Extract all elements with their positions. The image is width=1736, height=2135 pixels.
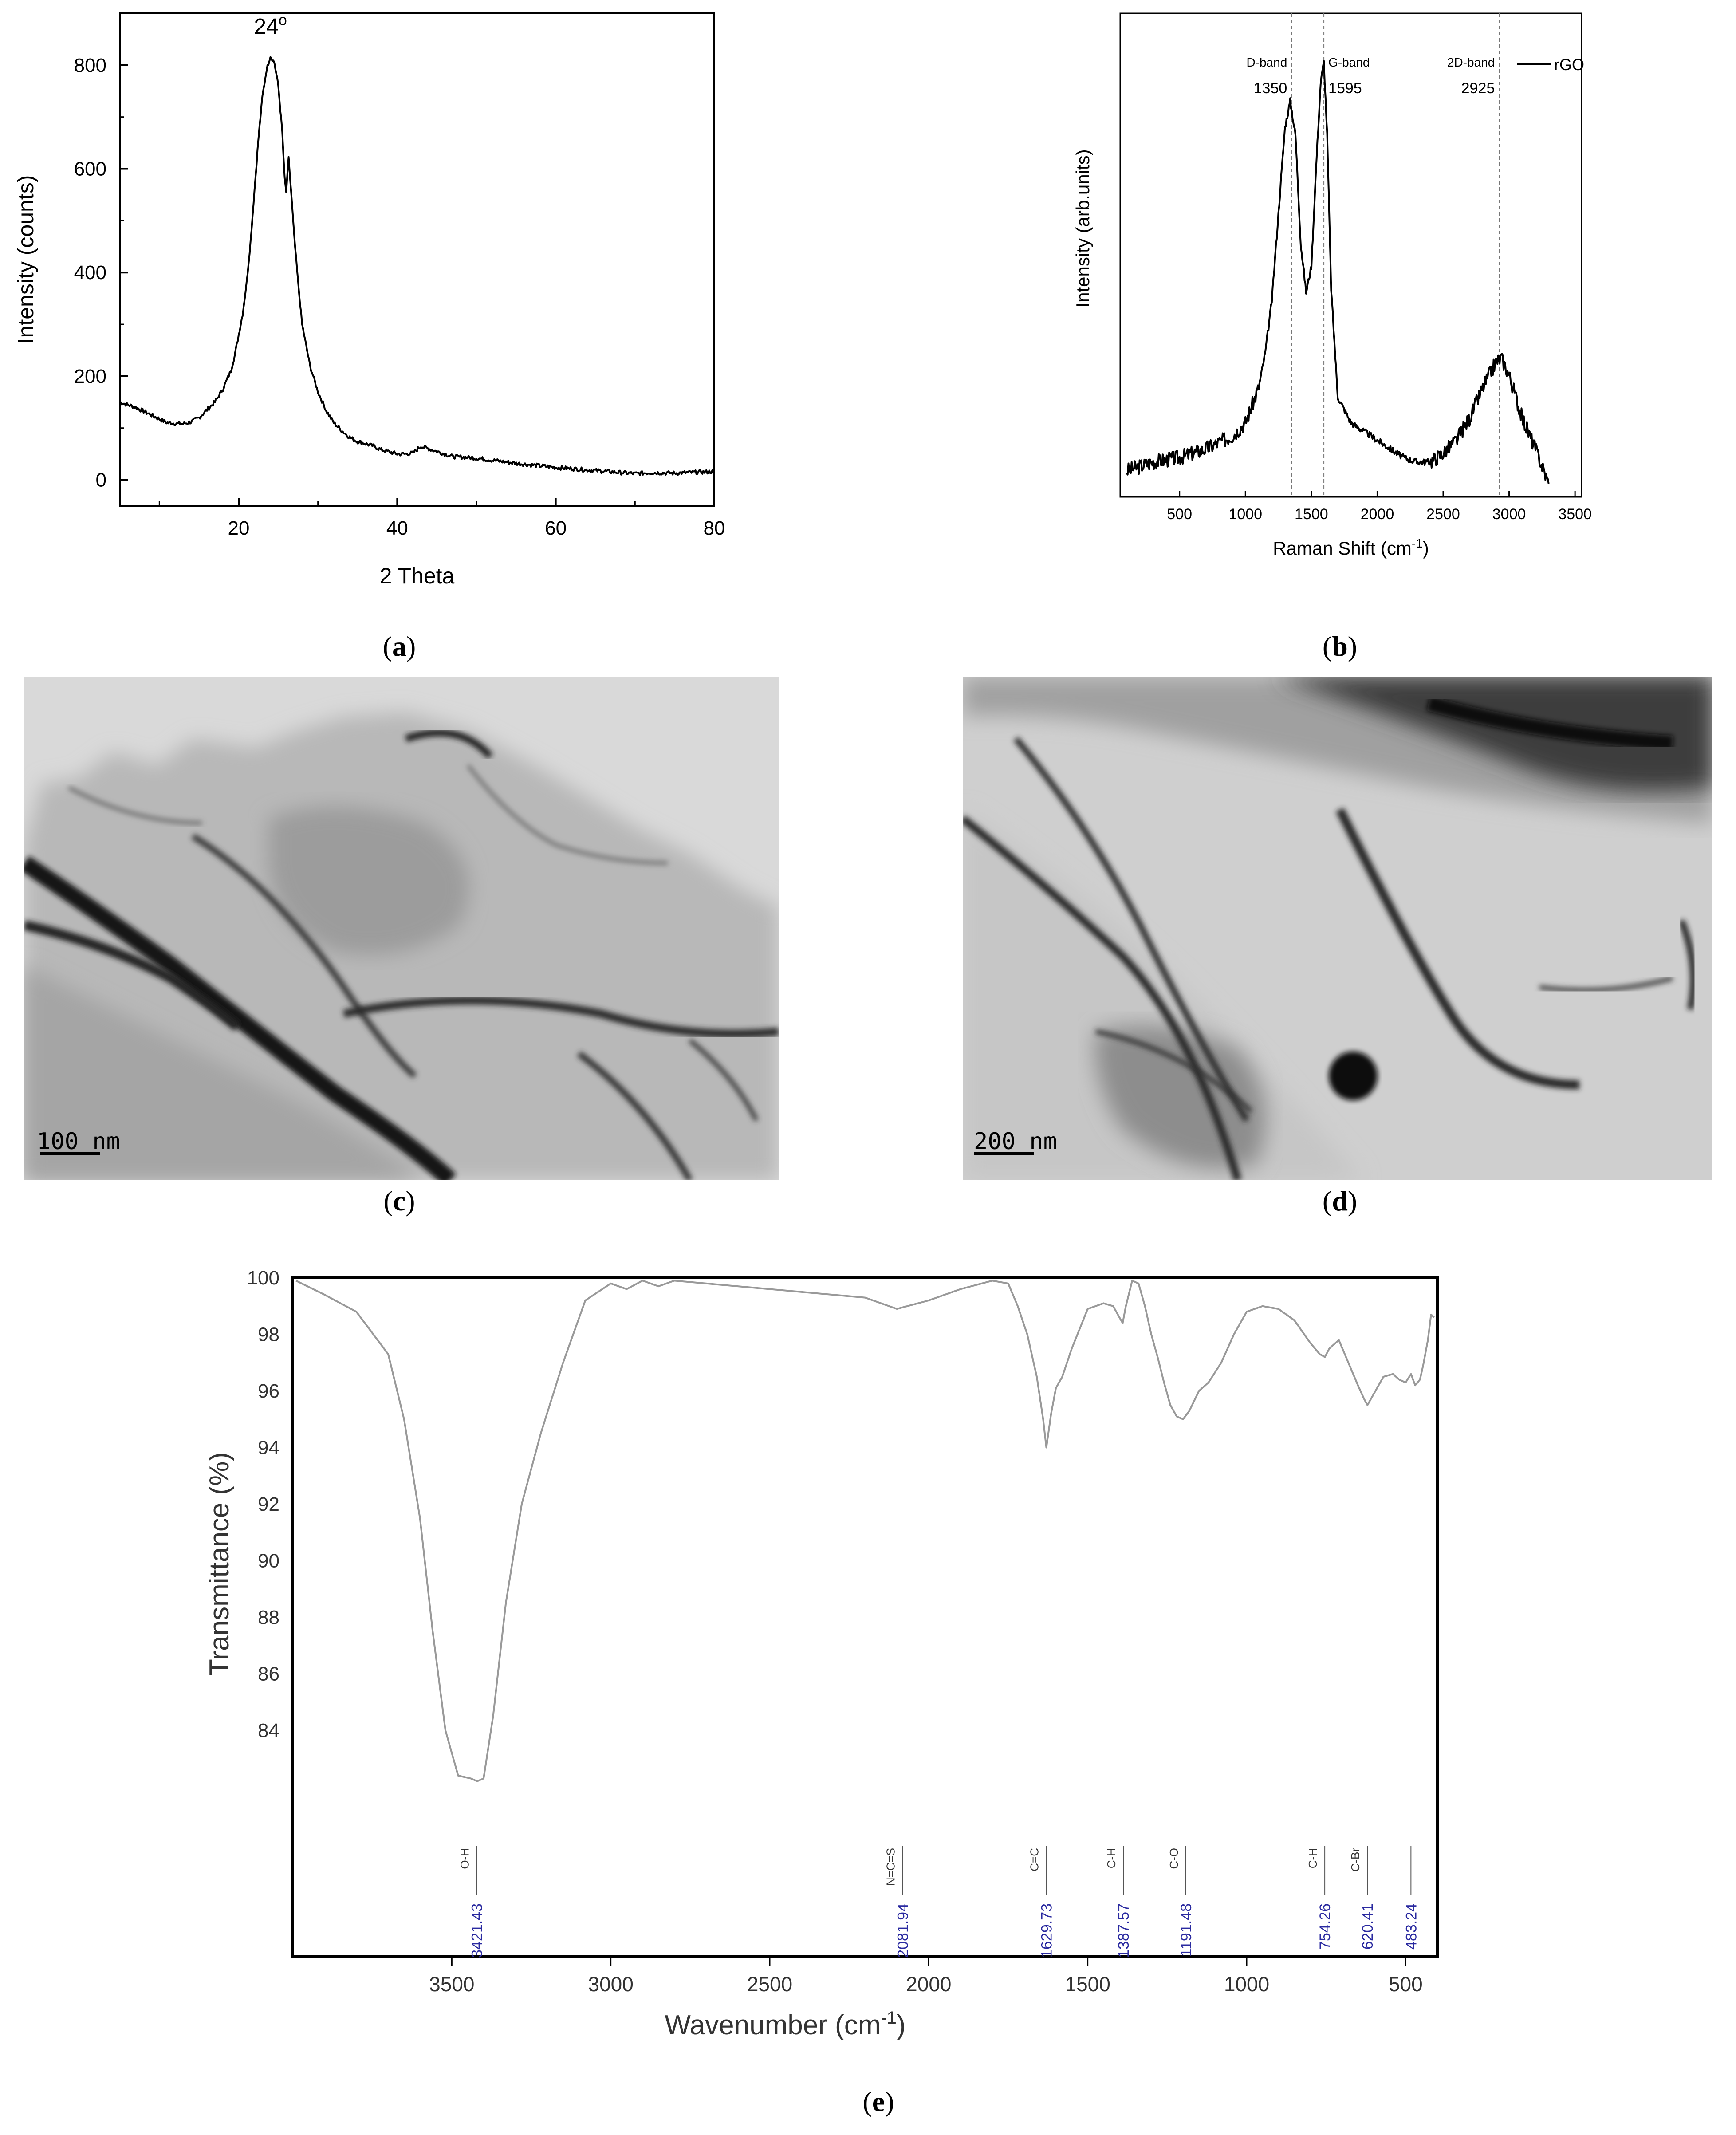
x-tick-label: 2000 bbox=[1361, 506, 1394, 523]
x-tick-label: 1500 bbox=[1295, 506, 1328, 523]
plot-frame bbox=[291, 1276, 1439, 1958]
x-axis-label: 2 Theta bbox=[380, 563, 455, 588]
y-tick-label: 96 bbox=[258, 1380, 279, 1402]
peak-value-label: 483.24 bbox=[1403, 1903, 1420, 1950]
peak-value-label: 1191.48 bbox=[1178, 1903, 1195, 1957]
peak-group-label: C-O bbox=[1167, 1848, 1181, 1869]
y-tick-label: 90 bbox=[258, 1550, 279, 1572]
xrd-series-line bbox=[119, 56, 715, 477]
peak-group-label: N=C=S bbox=[884, 1848, 898, 1886]
band-value-label: 1595 bbox=[1328, 80, 1362, 97]
x-tick-label: 20 bbox=[228, 517, 250, 539]
ftir-series-line bbox=[295, 1280, 1435, 1782]
x-tick-label: 500 bbox=[1389, 1973, 1423, 1996]
peak-group-label: C=C bbox=[1028, 1848, 1041, 1871]
y-tick-label: 92 bbox=[258, 1493, 279, 1515]
panel-label-d: (d) bbox=[1322, 1185, 1358, 1217]
panel-label-c: (c) bbox=[383, 1185, 415, 1217]
x-tick-label: 2000 bbox=[906, 1973, 951, 1996]
raman-series-line bbox=[1126, 60, 1550, 484]
x-tick-label: 3000 bbox=[1492, 506, 1526, 523]
y-tick-label: 88 bbox=[258, 1607, 279, 1628]
y-tick-label: 98 bbox=[258, 1324, 279, 1346]
band-name-label: G-band bbox=[1328, 55, 1370, 69]
x-tick-label: 80 bbox=[704, 517, 725, 539]
plot-frame bbox=[1119, 12, 1582, 498]
x-tick-label: 2500 bbox=[747, 1973, 792, 1996]
x-tick-label: 40 bbox=[386, 517, 408, 539]
x-tick-label: 1500 bbox=[1065, 1973, 1110, 1996]
y-tick-label: 94 bbox=[258, 1437, 279, 1459]
y-tick-label: 800 bbox=[74, 55, 106, 76]
legend-label: rGO bbox=[1554, 55, 1584, 74]
x-tick-label: 500 bbox=[1167, 506, 1192, 523]
y-axis-label: Transmittance (%) bbox=[204, 1452, 235, 1676]
x-tick-label: 2500 bbox=[1426, 506, 1460, 523]
scale-bar-d bbox=[974, 1152, 1034, 1155]
y-tick-label: 86 bbox=[258, 1663, 279, 1685]
y-tick-label: 600 bbox=[74, 158, 106, 180]
band-value-label: 2925 bbox=[1461, 80, 1495, 97]
y-tick-label: 0 bbox=[96, 469, 106, 491]
peak-value-label: 1387.57 bbox=[1115, 1903, 1132, 1958]
raman-chart: 500 1000 1500 2000 2500 3000 3500 Raman Shift (… bbox=[1072, 12, 1592, 559]
peak-value-label: 620.41 bbox=[1359, 1903, 1376, 1950]
y-tick-label: 100 bbox=[247, 1267, 279, 1289]
ftir-chart: 3500 3000 2500 2000 1500 1000 500 84 86 88 90 92 94 9… bbox=[204, 1267, 1439, 2040]
y-axis-label: Intensity (arb.units) bbox=[1072, 149, 1093, 307]
scale-label-d: 200 nm bbox=[974, 1128, 1057, 1155]
peak-group-label: C-H bbox=[1306, 1848, 1319, 1868]
panel-label-e: (e) bbox=[862, 2086, 894, 2117]
tem-image-d: 200 nm bbox=[963, 677, 1712, 1180]
y-tick-label: 400 bbox=[74, 262, 106, 284]
panel-label-a: (a) bbox=[382, 630, 416, 662]
x-tick-label: 3500 bbox=[1558, 506, 1592, 523]
scale-label-c: 100 nm bbox=[37, 1128, 120, 1155]
x-tick-label: 1000 bbox=[1224, 1973, 1269, 1996]
y-tick-label: 84 bbox=[258, 1720, 279, 1741]
x-axis-label: Raman Shift (cm-1) bbox=[1273, 536, 1429, 559]
plot-frame bbox=[119, 12, 715, 507]
scale-bar-c bbox=[40, 1152, 100, 1155]
x-tick-label: 3500 bbox=[429, 1973, 474, 1996]
x-tick-label: 3000 bbox=[588, 1973, 633, 1996]
peak-value-label: 1629.73 bbox=[1039, 1903, 1055, 1958]
y-tick-label: 200 bbox=[74, 366, 106, 387]
peak-value-label: 754.26 bbox=[1317, 1903, 1334, 1950]
band-name-label: D-band bbox=[1246, 55, 1287, 69]
peak-group-label: C-Br bbox=[1349, 1848, 1362, 1872]
peak-annotation: 24o bbox=[254, 12, 287, 39]
peak-value-label: 2081.94 bbox=[895, 1903, 912, 1958]
peak-value-label: 3421.43 bbox=[469, 1903, 486, 1958]
peak-group-label: O-H bbox=[458, 1848, 472, 1869]
band-name-label: 2D-band bbox=[1447, 55, 1495, 69]
x-tick-label: 60 bbox=[545, 517, 567, 539]
x-tick-label: 1000 bbox=[1228, 506, 1262, 523]
band-value-label: 1350 bbox=[1254, 80, 1287, 97]
tem-image-c: 100 nm bbox=[24, 677, 779, 1180]
panel-label-b: (b) bbox=[1322, 630, 1358, 662]
y-axis-label: Intensity (counts) bbox=[13, 175, 38, 344]
x-axis-label: Wavenumber (cm-1) bbox=[665, 2008, 905, 2040]
peak-group-label: C-H bbox=[1105, 1848, 1118, 1868]
